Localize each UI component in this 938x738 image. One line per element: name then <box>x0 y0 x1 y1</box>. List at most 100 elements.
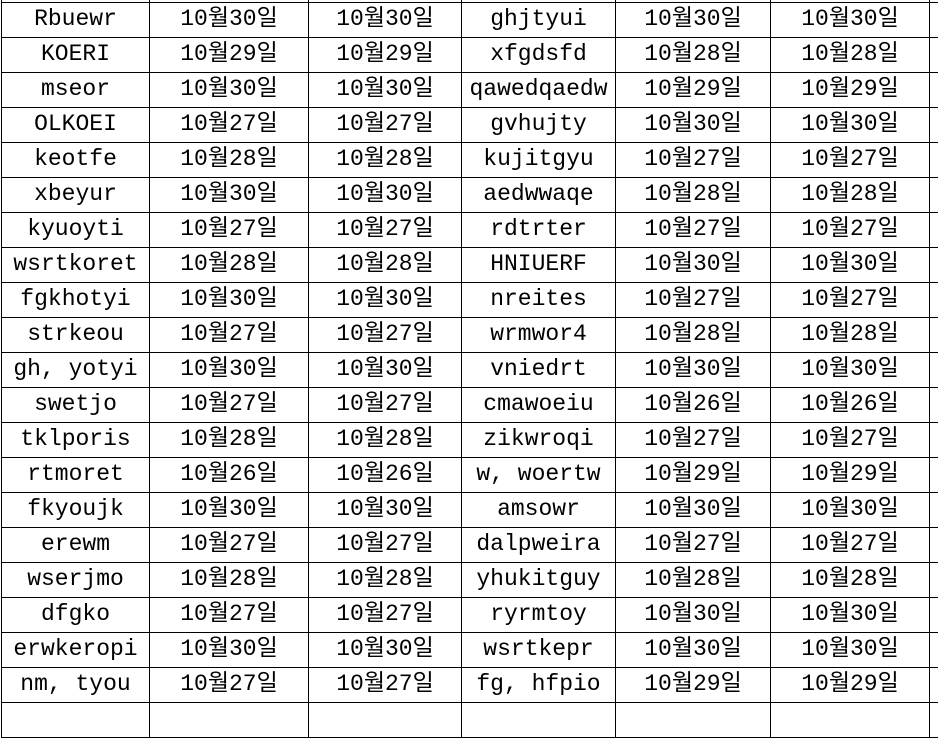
table-cell[interactable]: 10월26일 <box>309 458 462 493</box>
table-cell[interactable]: 10월27일 <box>616 213 771 248</box>
table-cell[interactable]: 10월28일 <box>771 318 930 353</box>
table-cell[interactable]: 10월29일 <box>616 668 771 703</box>
table-cell[interactable]: 10월28일 <box>309 143 462 178</box>
table-cell[interactable]: keotfe <box>1 143 150 178</box>
table-cell[interactable]: 10월28일 <box>771 38 930 73</box>
table-cell[interactable]: 10월30일 <box>616 108 771 143</box>
table-cell[interactable]: 10월30일 <box>771 633 930 668</box>
table-cell[interactable]: 10월27일 <box>616 143 771 178</box>
table-cell[interactable]: 10월30일 <box>150 3 309 38</box>
table-cell[interactable]: dalpweira <box>462 528 616 563</box>
table-cell[interactable]: 10월30일 <box>309 493 462 528</box>
table-cell[interactable]: KOERI <box>1 38 150 73</box>
table-cell[interactable]: 10월28일 <box>771 563 930 598</box>
table-cell[interactable]: tklporis <box>1 423 150 458</box>
table-cell[interactable]: fgkhotyi <box>1 283 150 318</box>
table-cell[interactable]: 10월26일 <box>616 388 771 423</box>
table-cell[interactable]: 10월28일 <box>309 423 462 458</box>
table-cell[interactable]: aedwwaqe <box>462 178 616 213</box>
table-cell[interactable]: cmawoeiu <box>462 388 616 423</box>
table-cell[interactable]: 10월30일 <box>150 178 309 213</box>
table-cell[interactable]: 10월28일 <box>616 563 771 598</box>
table-cell[interactable]: gh, yotyi <box>1 353 150 388</box>
table-cell[interactable]: dfgko <box>1 598 150 633</box>
table-cell[interactable]: 10월30일 <box>616 598 771 633</box>
table-cell[interactable]: 10월27일 <box>150 318 309 353</box>
table-cell[interactable]: 10월30일 <box>616 633 771 668</box>
table-cell[interactable]: 10월28일 <box>616 38 771 73</box>
table-cell[interactable]: 10월27일 <box>150 213 309 248</box>
table-cell[interactable]: 10월27일 <box>309 598 462 633</box>
table-cell[interactable]: Rbuewr <box>1 3 150 38</box>
table-cell[interactable]: 10월30일 <box>309 283 462 318</box>
table-cell[interactable]: 10월30일 <box>616 248 771 283</box>
table-cell[interactable]: 10월30일 <box>616 353 771 388</box>
table-cell[interactable]: 10월28일 <box>309 563 462 598</box>
table-cell[interactable]: 10월27일 <box>771 143 930 178</box>
table-cell[interactable]: wsrtkoret <box>1 248 150 283</box>
table-cell[interactable]: 10월27일 <box>616 528 771 563</box>
table-cell[interactable]: erewm <box>1 528 150 563</box>
table-cell[interactable]: 10월27일 <box>616 283 771 318</box>
table-cell[interactable]: zikwroqi <box>462 423 616 458</box>
table-cell[interactable]: wserjmo <box>1 563 150 598</box>
table-cell[interactable]: OLKOEI <box>1 108 150 143</box>
table-cell[interactable]: 10월29일 <box>616 458 771 493</box>
table-cell[interactable]: 10월30일 <box>309 73 462 108</box>
table-cell[interactable]: 10월27일 <box>309 528 462 563</box>
table-cell[interactable]: xbeyur <box>1 178 150 213</box>
table-cell[interactable]: 10월29일 <box>616 73 771 108</box>
table-cell[interactable]: wsrtkepr <box>462 633 616 668</box>
table-cell[interactable]: 10월26일 <box>771 388 930 423</box>
table-cell[interactable]: 10월27일 <box>150 528 309 563</box>
table-cell[interactable]: erwkeropi <box>1 633 150 668</box>
table-cell[interactable]: 10월28일 <box>150 563 309 598</box>
table-cell[interactable]: ryrmtoy <box>462 598 616 633</box>
table-cell[interactable]: nreites <box>462 283 616 318</box>
table-cell[interactable]: 10월30일 <box>771 108 930 143</box>
table-cell[interactable]: nm, tyou <box>1 668 150 703</box>
table-cell[interactable]: 10월28일 <box>150 423 309 458</box>
table-cell[interactable]: 10월30일 <box>150 493 309 528</box>
table-cell[interactable]: 10월27일 <box>771 423 930 458</box>
table-cell[interactable]: 10월27일 <box>309 213 462 248</box>
table-cell[interactable]: 10월30일 <box>771 598 930 633</box>
table-cell[interactable]: 10월29일 <box>309 38 462 73</box>
table-cell[interactable]: 10월30일 <box>616 493 771 528</box>
table-cell[interactable]: 10월27일 <box>150 668 309 703</box>
table-cell[interactable]: 10월30일 <box>771 353 930 388</box>
table-cell[interactable]: 10월27일 <box>309 318 462 353</box>
table-cell[interactable]: rdtrter <box>462 213 616 248</box>
table-cell[interactable]: kyuoyti <box>1 213 150 248</box>
table-cell[interactable]: strkeou <box>1 318 150 353</box>
table-cell[interactable]: w, woertw <box>462 458 616 493</box>
table-cell[interactable]: 10월29일 <box>771 458 930 493</box>
table-cell[interactable]: 10월28일 <box>771 178 930 213</box>
table-cell[interactable]: 10월30일 <box>771 493 930 528</box>
table-cell[interactable]: 10월30일 <box>771 248 930 283</box>
table-cell[interactable]: xfgdsfd <box>462 38 616 73</box>
table-cell[interactable]: 10월26일 <box>150 458 309 493</box>
table-cell[interactable]: amsowr <box>462 493 616 528</box>
table-cell[interactable]: swetjo <box>1 388 150 423</box>
table-cell[interactable]: 10월29일 <box>771 668 930 703</box>
table-cell[interactable]: rtmoret <box>1 458 150 493</box>
table-cell[interactable]: vniedrt <box>462 353 616 388</box>
table-cell[interactable]: 10월27일 <box>771 213 930 248</box>
table-cell[interactable]: ghjtyui <box>462 3 616 38</box>
table-cell[interactable]: fkyoujk <box>1 493 150 528</box>
table-cell[interactable]: 10월28일 <box>616 178 771 213</box>
table-cell[interactable]: 10월30일 <box>150 353 309 388</box>
table-cell[interactable]: 10월28일 <box>309 248 462 283</box>
table-cell[interactable]: 10월27일 <box>150 108 309 143</box>
table-cell[interactable]: 10월28일 <box>616 318 771 353</box>
table-cell[interactable]: qawedqaedw <box>462 73 616 108</box>
table-cell[interactable]: 10월30일 <box>309 3 462 38</box>
table-cell[interactable]: kujitgyu <box>462 143 616 178</box>
table-cell[interactable]: 10월28일 <box>150 248 309 283</box>
table-cell[interactable]: 10월29일 <box>150 38 309 73</box>
table-cell[interactable]: 10월30일 <box>150 73 309 108</box>
table-cell[interactable]: 10월27일 <box>616 423 771 458</box>
table-cell[interactable]: fg, hfpio <box>462 668 616 703</box>
table-cell[interactable]: 10월30일 <box>771 3 930 38</box>
